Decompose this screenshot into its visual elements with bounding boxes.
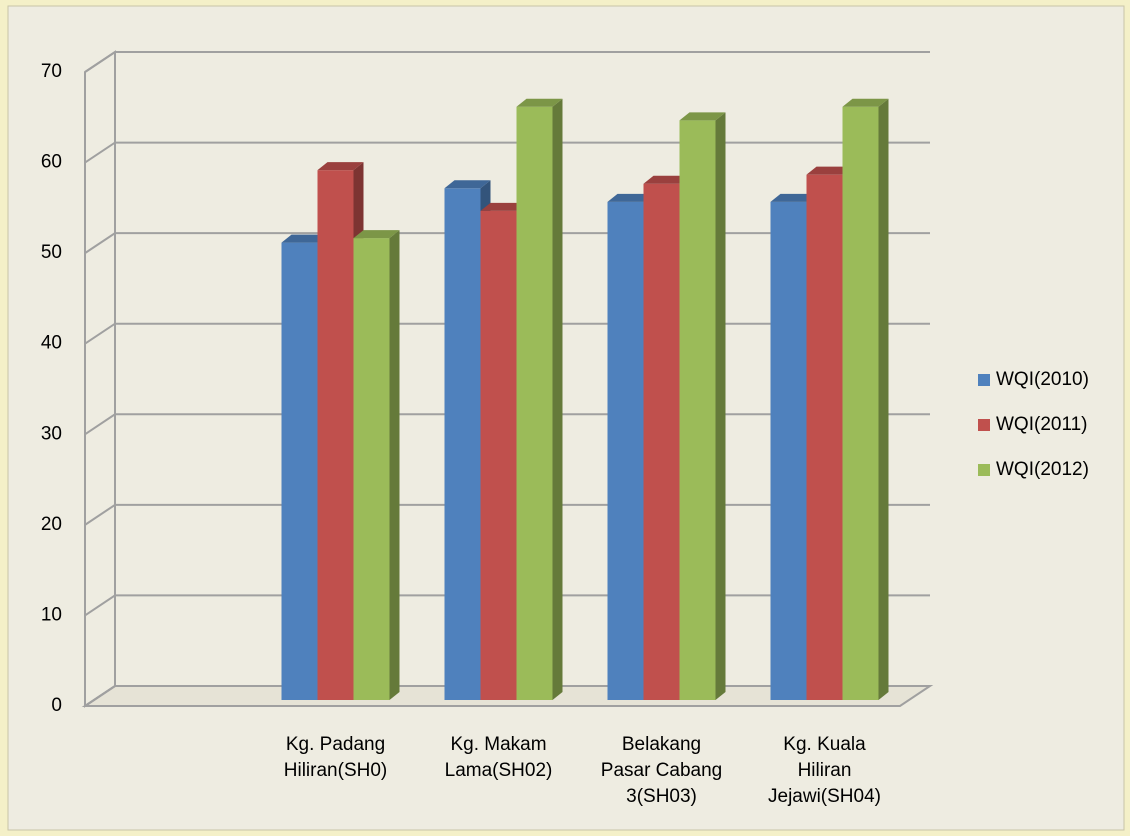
bar-front: [281, 242, 318, 700]
bar-top: [317, 162, 364, 171]
bar: [516, 98, 563, 700]
x-tick-label: Lama(SH02): [445, 760, 553, 781]
bar: [353, 230, 400, 701]
bar-front: [643, 183, 680, 700]
legend-label: WQI(2010): [996, 369, 1089, 390]
bar-front: [444, 188, 481, 700]
bar-top: [643, 175, 690, 184]
grid-line: [84, 141, 930, 164]
bar-top: [806, 166, 853, 175]
bar-front: [317, 170, 354, 700]
bar-front: [770, 201, 807, 700]
legend-swatch: [978, 374, 990, 386]
y-tick-label: 60: [41, 152, 62, 173]
legend-label: WQI(2012): [996, 459, 1089, 480]
x-tick-label: Kg. Makam: [450, 734, 546, 755]
y-tick-label: 30: [41, 423, 62, 444]
bar-top: [353, 230, 400, 239]
bar-top: [444, 180, 491, 189]
grid-line: [84, 51, 930, 73]
bar: [679, 112, 726, 701]
bar-side: [878, 98, 889, 700]
y-tick-label: 0: [51, 695, 62, 716]
bar-top: [516, 98, 563, 107]
y-tick-label: 20: [41, 514, 62, 535]
x-tick-label: 3(SH03): [626, 786, 697, 807]
bar-front: [353, 238, 390, 701]
x-tick-label: Pasar Cabang: [601, 760, 722, 781]
x-tick-label: Kg. Padang: [286, 734, 385, 755]
bar-top: [281, 234, 328, 243]
bar-top: [607, 193, 654, 202]
x-tick-label: Jejawi(SH04): [768, 786, 881, 807]
legend-swatch: [978, 464, 990, 476]
bar-front: [480, 210, 517, 700]
bar-front: [607, 201, 644, 700]
x-tick-label: Hiliran: [798, 760, 852, 781]
bar-front: [806, 174, 843, 700]
bar-front: [842, 106, 879, 700]
x-tick-label: Hiliran(SH0): [284, 760, 387, 781]
bar-top: [842, 98, 889, 107]
bar-front: [516, 106, 553, 700]
bar-side: [552, 98, 563, 700]
y-tick-label: 10: [41, 604, 62, 625]
bar-top: [770, 193, 817, 202]
bar-front: [679, 120, 716, 701]
x-tick-label: Belakang: [622, 734, 701, 755]
legend-label: WQI(2011): [996, 414, 1088, 435]
legend-swatch: [978, 419, 990, 431]
bar-top: [480, 202, 527, 211]
bar-side: [389, 230, 400, 701]
y-tick-label: 40: [41, 333, 62, 354]
x-tick-label: Kg. Kuala: [783, 734, 866, 755]
bar-top: [679, 112, 726, 121]
y-tick-label: 50: [41, 242, 62, 263]
bar: [842, 98, 889, 700]
y-tick-label: 70: [41, 61, 62, 82]
bar-side: [715, 112, 726, 701]
